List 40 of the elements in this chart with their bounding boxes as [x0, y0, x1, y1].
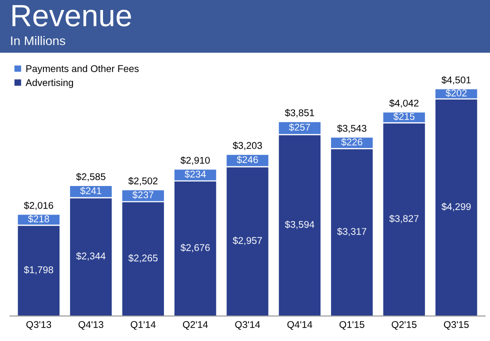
total-label: $3,851 — [284, 108, 314, 118]
chart-subtitle: In Millions — [11, 36, 66, 46]
data-label: $2,957 — [232, 236, 262, 246]
total-label: $3,203 — [232, 142, 262, 150]
total-label: $2,910 — [180, 156, 210, 165]
data-label: $226 — [341, 138, 362, 146]
data-label: $237 — [132, 190, 154, 199]
x-tick-label: Q2'14 — [182, 321, 208, 330]
total-label: $3,543 — [337, 124, 366, 133]
data-label: $3,594 — [284, 220, 314, 230]
x-tick-label: Q3'14 — [235, 321, 260, 330]
data-label: $3,827 — [389, 214, 418, 224]
data-label: $202 — [446, 89, 467, 98]
data-label: $215 — [393, 112, 414, 121]
x-tick-label: Q3'13 — [26, 321, 52, 330]
data-label: $2,676 — [180, 244, 210, 252]
total-label: $4,042 — [389, 99, 418, 108]
total-label: $2,502 — [128, 177, 158, 186]
x-tick-label: Q2'15 — [392, 321, 417, 330]
x-tick-label: Q4'14 — [287, 321, 312, 330]
legend-label: Payments and Other Fees — [26, 64, 139, 74]
data-label: $2,344 — [76, 252, 106, 261]
data-label: $4,299 — [442, 202, 471, 212]
data-label: $257 — [288, 123, 310, 132]
data-label: $218 — [28, 215, 50, 223]
data-label: $246 — [236, 156, 258, 164]
data-label: $3,317 — [337, 228, 366, 236]
data-label: $1,798 — [24, 266, 54, 274]
x-tick-label: Q1'14 — [130, 321, 156, 330]
data-label: $234 — [184, 170, 206, 178]
total-label: $2,016 — [24, 202, 54, 210]
total-label: $4,501 — [442, 76, 471, 85]
legend-label: Advertising — [26, 78, 74, 88]
x-tick-label: Q3'15 — [444, 321, 469, 330]
data-label: $2,265 — [128, 254, 158, 263]
chart-title: Revenue — [12, 5, 131, 26]
x-tick-label: Q4'13 — [78, 321, 104, 330]
total-label: $2,585 — [76, 172, 106, 182]
x-tick-label: Q1'15 — [340, 321, 364, 330]
data-label: $241 — [80, 186, 102, 195]
